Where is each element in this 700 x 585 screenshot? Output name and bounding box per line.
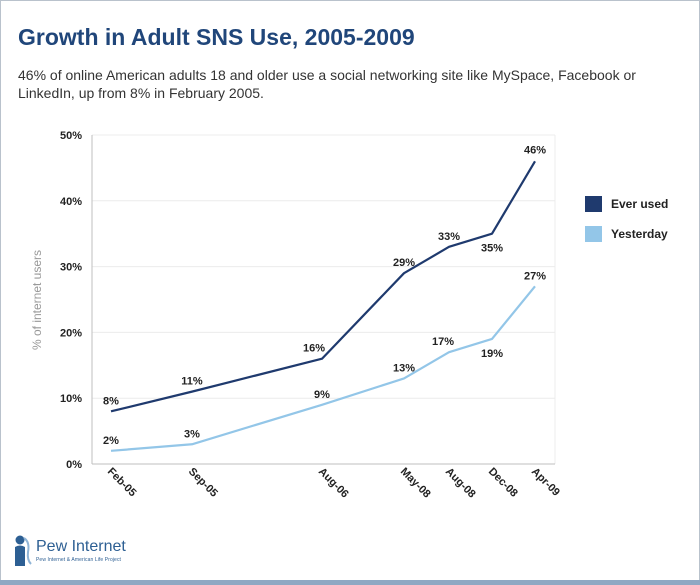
y-tick-label: 40% (60, 196, 82, 208)
x-tick-label: Aug-08 (443, 466, 478, 501)
x-tick-label: Sep-05 (186, 466, 220, 500)
legend-swatch (585, 196, 602, 212)
chart-title: Growth in Adult SNS Use, 2005-2009 (18, 24, 415, 50)
data-label: 29% (393, 257, 415, 269)
data-label: 3% (184, 428, 200, 440)
legend-swatch (585, 226, 602, 242)
data-label: 2% (103, 435, 119, 447)
data-label: 19% (481, 348, 503, 360)
y-axis-label: % of internet users (30, 250, 44, 350)
data-label: 35% (481, 243, 503, 255)
data-label: 33% (438, 231, 460, 243)
data-label: 13% (393, 362, 415, 374)
y-tick-label: 0% (66, 459, 82, 471)
data-label: 17% (432, 336, 454, 348)
y-tick-label: 10% (60, 393, 82, 405)
data-label: 46% (524, 144, 546, 156)
x-tick-label: Apr-09 (529, 466, 562, 499)
data-labels: 8% 11% 16% 29% 33% 35% 46% 2% 3% 9% 13% 17% 19% 27% (103, 144, 546, 447)
x-tick-label: Dec-08 (486, 466, 520, 500)
axes: 0% 10% 20% 30% 40% 50% Feb-05 Sep-05 Aug-06 May-0… (60, 130, 562, 500)
gridlines (92, 134, 556, 464)
data-label: 8% (103, 395, 119, 407)
logo-tagline: Pew Internet & American Life Project (36, 557, 122, 563)
logo-text: Pew Internet (36, 538, 126, 555)
x-tick-label: Feb-05 (105, 466, 139, 500)
y-tick-label: 30% (60, 262, 82, 274)
legend-label: Ever used (611, 197, 668, 211)
chart-subtitle: 46% of online American adults 18 and old… (18, 67, 636, 101)
series-line-yesterday (110, 285, 536, 452)
series (110, 160, 536, 452)
series-line-ever-used (110, 160, 536, 413)
data-label: 16% (303, 343, 325, 355)
bottom-bar (0, 580, 700, 585)
x-tick-label: Aug-06 (316, 466, 351, 501)
x-tick-label: May-08 (398, 466, 433, 501)
pew-logo-icon (15, 535, 32, 566)
data-label: 9% (314, 389, 330, 401)
pew-internet-logo: Pew Internet Pew Internet & American Lif… (14, 530, 154, 570)
legend: Ever used Yesterday (585, 196, 668, 242)
data-label: 11% (181, 376, 203, 388)
legend-label: Yesterday (611, 227, 668, 241)
y-tick-label: 50% (60, 130, 82, 142)
data-label: 27% (524, 270, 546, 282)
y-tick-label: 20% (60, 327, 82, 339)
